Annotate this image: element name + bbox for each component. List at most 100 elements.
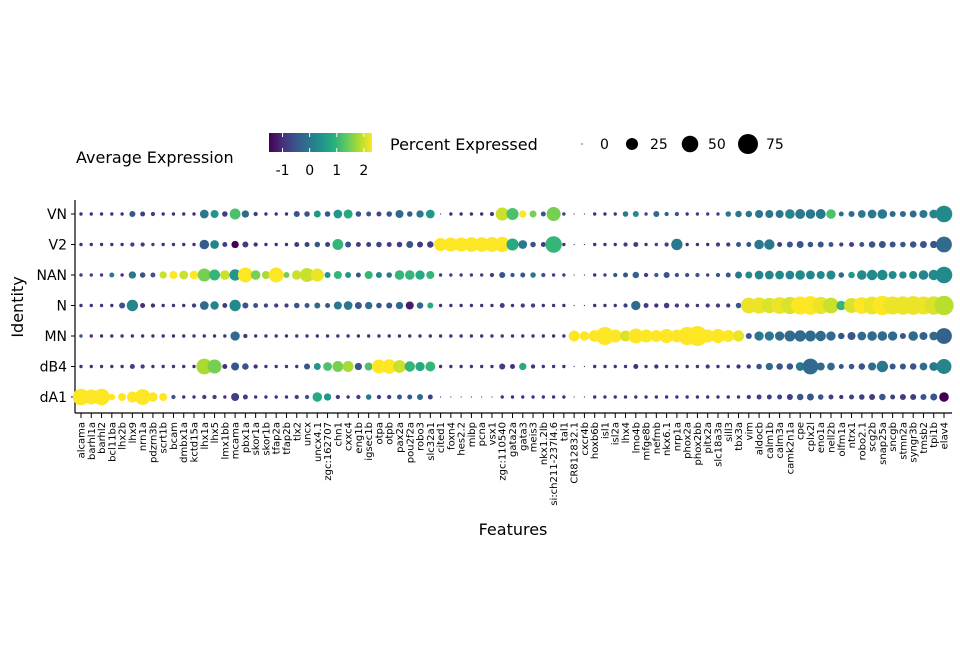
dot-dB4-robo3 [415,361,425,372]
dot-V2-chn1 [332,239,344,250]
dot-dB4-lhx5 [207,359,222,374]
x-tick-label: cpe [796,422,807,440]
dot-dB4-nrn1a [140,364,145,369]
dot-VN-hes2.2 [459,212,463,216]
dot-VN-mibp [469,212,474,216]
dot-NAN-mibp [469,273,474,277]
dot-V2-sill3 [726,242,731,247]
dot-MN-otpa [377,334,381,338]
dot-MN-hes2.2 [459,334,463,338]
y-tick-label-NAN: NAN [36,268,67,284]
dot-dA1-kctd15a [192,395,196,399]
dot-dA1-igsec1b [365,394,372,400]
dot-dA1-uncx [304,394,310,400]
dot-VN-nefmb [653,210,660,218]
dot-VN-barhl1a [89,212,93,216]
dot-NAN-barhl1a [89,273,93,277]
dot-VN-nkx1.2lb [540,211,546,217]
dot-NAN-camk2n1a [785,270,795,280]
dot-VN-uncx4.1 [313,210,321,218]
dot-NAN-tfap2b [283,271,290,279]
dot-NAN-otpb [386,272,392,278]
dot-MN-dmbx1a [182,334,186,338]
dot-NAN-syngr3b [909,270,918,280]
x-tick-label: hoxb6b [590,422,601,459]
dot-dB4-cxcr4b [583,365,586,368]
dot-dA1-pbx1a [242,394,248,400]
dot-dB4-skor1b [264,364,268,369]
dot-N-kctd15a [191,303,197,308]
dot-VN-eno1a [815,209,826,219]
x-tick-label: mibp [467,422,478,447]
dot-V2-cited1 [434,237,448,252]
dot-NAN-chn1 [333,270,342,280]
dot-V2-hes2.2 [454,237,469,252]
dot-dA1-eng1b [356,394,361,400]
dot-MN-aldocb [754,331,764,341]
x-tick-label: aldocb [755,422,766,455]
dot-dA1-phox2a [685,395,689,399]
dot-MN-tfap2a [274,334,278,338]
dot-N-isl2a [613,303,617,308]
dot-NAN-tbx3a [735,271,742,279]
x-tick-label: tfap2a [272,422,283,454]
dot-VN-stmn2a [899,210,906,218]
dot-dA1-calm3a [777,394,783,400]
x-tick-label: pcna [477,422,488,446]
dot-VN-dmbx1a [182,212,186,216]
dot-dB4-tpi1b [929,362,939,371]
dot-NAN-mcama [229,269,241,281]
dot-VN-otpa [376,211,382,217]
x-tick-label: foxn4 [446,422,457,450]
dot-MN-camk2n1a [784,330,796,342]
dot-NAN-cplx2l [806,270,815,280]
dot-MN-cxcr4b [579,331,590,341]
size-legend-label: 75 [766,137,784,153]
dot-V2-bcl11ba [110,242,114,247]
dot-VN-slc32a1 [425,209,435,219]
dot-N-lmo4b [631,300,641,311]
dot-V2-uncx4.1 [314,241,321,248]
dot-MN-nkx1.2lb [541,334,546,338]
dot-VN-cxxc4 [343,209,353,219]
dot-dA1-scg2b [869,393,876,401]
x-tick-label: nefmb [652,422,663,454]
dot-N-bcl11ba [110,303,114,308]
x-tick-label: calm3a [775,422,786,459]
dot-dB4-sncgb [889,363,896,370]
dot-dB4-eno1a [816,362,825,371]
dot-V2-slc18a3a [715,242,721,247]
dot-NAN-mfge8b [643,272,649,278]
dot-dA1-elav4 [939,392,949,402]
dot-V2-olfm1a [839,242,844,247]
dot-dA1-tal1 [562,395,566,399]
dot-N-mcama [229,299,241,312]
dot-MN-syngr3b [908,331,918,341]
dot-dB4-pbx1a [242,363,249,370]
dot-dB4-mibp [469,364,474,369]
dot-MN-lhx1a [202,334,206,338]
x-tick-label: uncx [303,422,314,446]
dot-MN-ntrx1 [847,331,856,341]
x-tick-label: bcam [169,422,180,450]
dot-N-nkx6.1 [663,302,670,309]
color-tick-label: 1 [332,163,341,179]
dot-N-cited1 [438,303,443,308]
dot-MN-mibp [469,334,474,338]
dot-VN-gata3 [519,210,527,218]
dot-NAN-uncx4.1 [310,268,324,282]
dot-NAN-nkx6.1 [663,271,670,279]
dot-dA1-cxxc4 [346,395,350,399]
dot-N-igsec1b [365,301,373,310]
dot-dA1-pou2f2a [407,394,413,400]
dot-NAN-tal1 [562,273,566,277]
dot-MN-olfm1a [838,332,845,340]
size-legend-label: 25 [650,137,668,153]
dot-VN-vsx1 [489,211,495,217]
dot-dB4-vsx1 [490,364,494,369]
dot-MN-bcl11ba [110,334,114,338]
dot-NAN-otpa [375,271,382,279]
dot-V2-pbx1a [242,241,249,248]
x-tick-label: isl1 [600,422,611,439]
dot-NAN-vim [745,271,753,279]
